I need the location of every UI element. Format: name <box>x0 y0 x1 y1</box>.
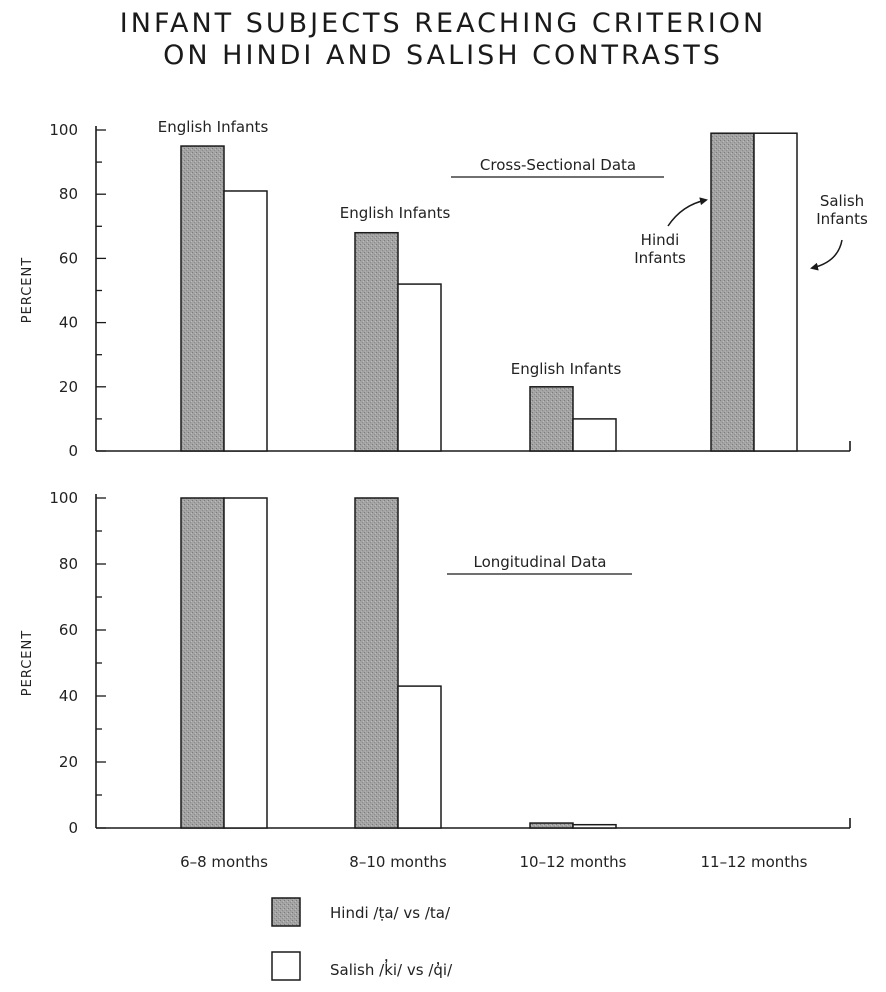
legend-swatch-hindi <box>272 898 300 926</box>
bar-hindi-3 <box>530 823 573 828</box>
bar-salish-1 <box>224 498 267 828</box>
annotation-word: Salish <box>820 192 864 210</box>
panel-caption-2: Longitudinal Data <box>474 553 607 571</box>
y-tick-label: 80 <box>59 555 78 573</box>
panel-caption-1: Cross-Sectional Data <box>480 156 636 174</box>
bar-salish-3 <box>573 419 616 451</box>
annotation-english-infants-6-8: English Infants <box>158 118 269 136</box>
y-tick-label: 40 <box>59 314 78 332</box>
annotation-salish-infants: Salish Infants <box>816 192 868 228</box>
annotation-hindi-infants: Hindi Infants <box>634 231 686 267</box>
legend-label-salish: Salish /k̓i/ vs /q̓i/ <box>330 958 453 979</box>
legend: Hindi /ṭa/ vs /ta/ Salish /k̓i/ vs /q̓i/ <box>272 898 453 980</box>
y-axis-label-2: PERCENT <box>20 630 35 696</box>
y-tick-label: 80 <box>59 185 78 203</box>
y-tick-label: 20 <box>59 378 78 396</box>
bar-salish-4 <box>754 133 797 451</box>
y-tick-label: 60 <box>59 249 78 267</box>
y-tick-label: 60 <box>59 621 78 639</box>
chart-panel-2: 0 20 40 60 80 100 PERCENT Longitudinal Data 6–8 … <box>20 489 850 871</box>
arrow-to-hindi-bar <box>668 200 706 226</box>
bar-salish-2 <box>398 284 441 451</box>
y-tick-label: 40 <box>59 687 78 705</box>
x-tick-label-3: 10–12 months <box>520 853 627 871</box>
bar-hindi-4 <box>711 133 754 451</box>
bar-hindi-2 <box>355 498 398 828</box>
legend-label-hindi: Hindi /ṭa/ vs /ta/ <box>330 904 451 922</box>
y-tick-label: 0 <box>68 442 78 460</box>
y-axis-label-1: PERCENT <box>20 257 35 323</box>
y-tick-label: 20 <box>59 753 78 771</box>
annotation-english-infants-8-10: English Infants <box>340 204 451 222</box>
bar-salish-2 <box>398 686 441 828</box>
chart-panel-1: 0 20 40 60 80 100 PERCENT Cross-Sectional Data <box>20 121 850 460</box>
x-tick-label-2: 8–10 months <box>349 853 447 871</box>
y-tick-label: 100 <box>49 121 78 139</box>
y-tick-label: 100 <box>49 489 78 507</box>
annotation-english-infants-10-12: English Infants <box>511 360 622 378</box>
annotation-word: Infants <box>634 249 686 267</box>
y-tick-label: 0 <box>68 819 78 837</box>
annotation-word: Hindi <box>641 231 680 249</box>
bar-hindi-1 <box>181 498 224 828</box>
arrow-to-salish-bar <box>812 240 842 268</box>
bar-salish-1 <box>224 191 267 451</box>
bar-hindi-3 <box>530 387 573 451</box>
bar-salish-3 <box>573 825 616 828</box>
bar-hindi-2 <box>355 233 398 451</box>
annotation-word: Infants <box>816 210 868 228</box>
x-tick-label-4: 11–12 months <box>701 853 808 871</box>
bar-hindi-1 <box>181 146 224 451</box>
x-tick-label-1: 6–8 months <box>180 853 268 871</box>
legend-swatch-salish <box>272 952 300 980</box>
